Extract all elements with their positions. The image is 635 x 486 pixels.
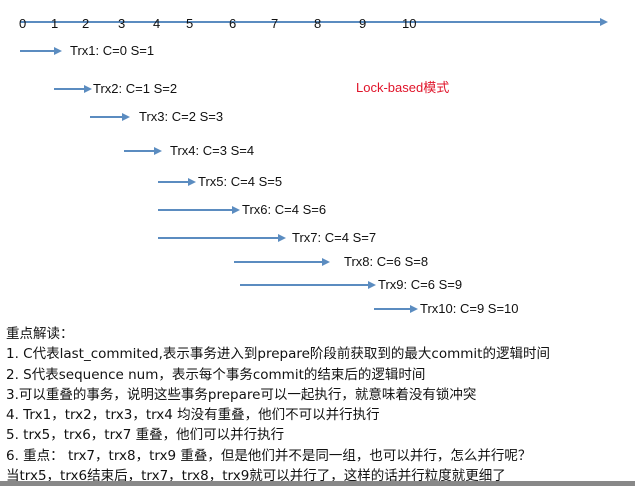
note-line: 2. S代表sequence num，表示每个事务commit的结束后的逻辑时间: [6, 366, 426, 383]
bottom-border: [0, 481, 635, 486]
note-line: 3.可以重叠的事务，说明这些事务prepare可以一起执行，就意味着没有锁冲突: [6, 386, 477, 403]
note-line: 4. Trx1，trx2，trx3，trx4 均没有重叠，他们不可以并行执行: [6, 407, 380, 424]
transaction-label: Trx2: C=1 S=2: [93, 81, 178, 96]
transaction-arrow: [90, 113, 130, 121]
tick-label: 2: [82, 16, 90, 31]
transaction-label: Trx7: C=4 S=7: [292, 230, 377, 245]
transaction-arrow: [234, 258, 330, 266]
tick-label: 5: [186, 16, 194, 31]
mode-label: Lock-based模式: [356, 80, 450, 95]
transaction-label: Trx3: C=2 S=3: [139, 109, 224, 124]
transaction-label: Trx6: C=4 S=6: [242, 202, 327, 217]
transaction-arrow: [20, 47, 62, 55]
note-line: 当trx5，trx6结束后，trx7，trx8，trx9就可以并行了，这样的话并…: [6, 468, 506, 485]
tick-label: 0: [19, 16, 27, 31]
tick-label: 6: [229, 16, 237, 31]
transaction-arrow: [158, 178, 196, 186]
note-line: 1. C代表last_commited,表示事务进入到prepare阶段前获取到…: [6, 346, 550, 363]
note-line: 5. trx5，trx6，trx7 重叠，他们可以并行执行: [6, 427, 285, 444]
notes: 重点解读： 1. C代表last_commited,表示事务进入到prepare…: [6, 324, 550, 486]
tick-label: 10: [402, 16, 417, 31]
transaction-arrow: [124, 147, 162, 155]
tick-label: 9: [359, 16, 367, 31]
notes-title: 重点解读：: [6, 326, 74, 342]
tick-label: 7: [271, 16, 279, 31]
tick-label: 4: [153, 16, 161, 31]
tick-label: 8: [314, 16, 322, 31]
tick-label: 1: [51, 16, 59, 31]
note-line: 6. 重点： trx7，trx8，trx9 重叠，但是他们并不是同一组，也可以并…: [6, 447, 532, 464]
transaction-label: Trx8: C=6 S=8: [344, 254, 429, 269]
transaction-label: Trx1: C=0 S=1: [70, 43, 155, 58]
transaction-label: Trx4: C=3 S=4: [170, 143, 255, 158]
transaction-arrow: [54, 85, 92, 93]
tick-label: 3: [118, 16, 126, 31]
transaction-arrow: [374, 305, 418, 313]
transaction-label: Trx10: C=9 S=10: [420, 301, 519, 316]
transaction-label: Trx9: C=6 S=9: [378, 277, 463, 292]
transaction-label: Trx5: C=4 S=5: [198, 174, 283, 189]
transaction-arrow: [158, 234, 286, 242]
timeline-axis-arrow: [20, 18, 608, 26]
transaction-arrow: [158, 206, 240, 214]
transaction-arrow: [240, 281, 376, 289]
